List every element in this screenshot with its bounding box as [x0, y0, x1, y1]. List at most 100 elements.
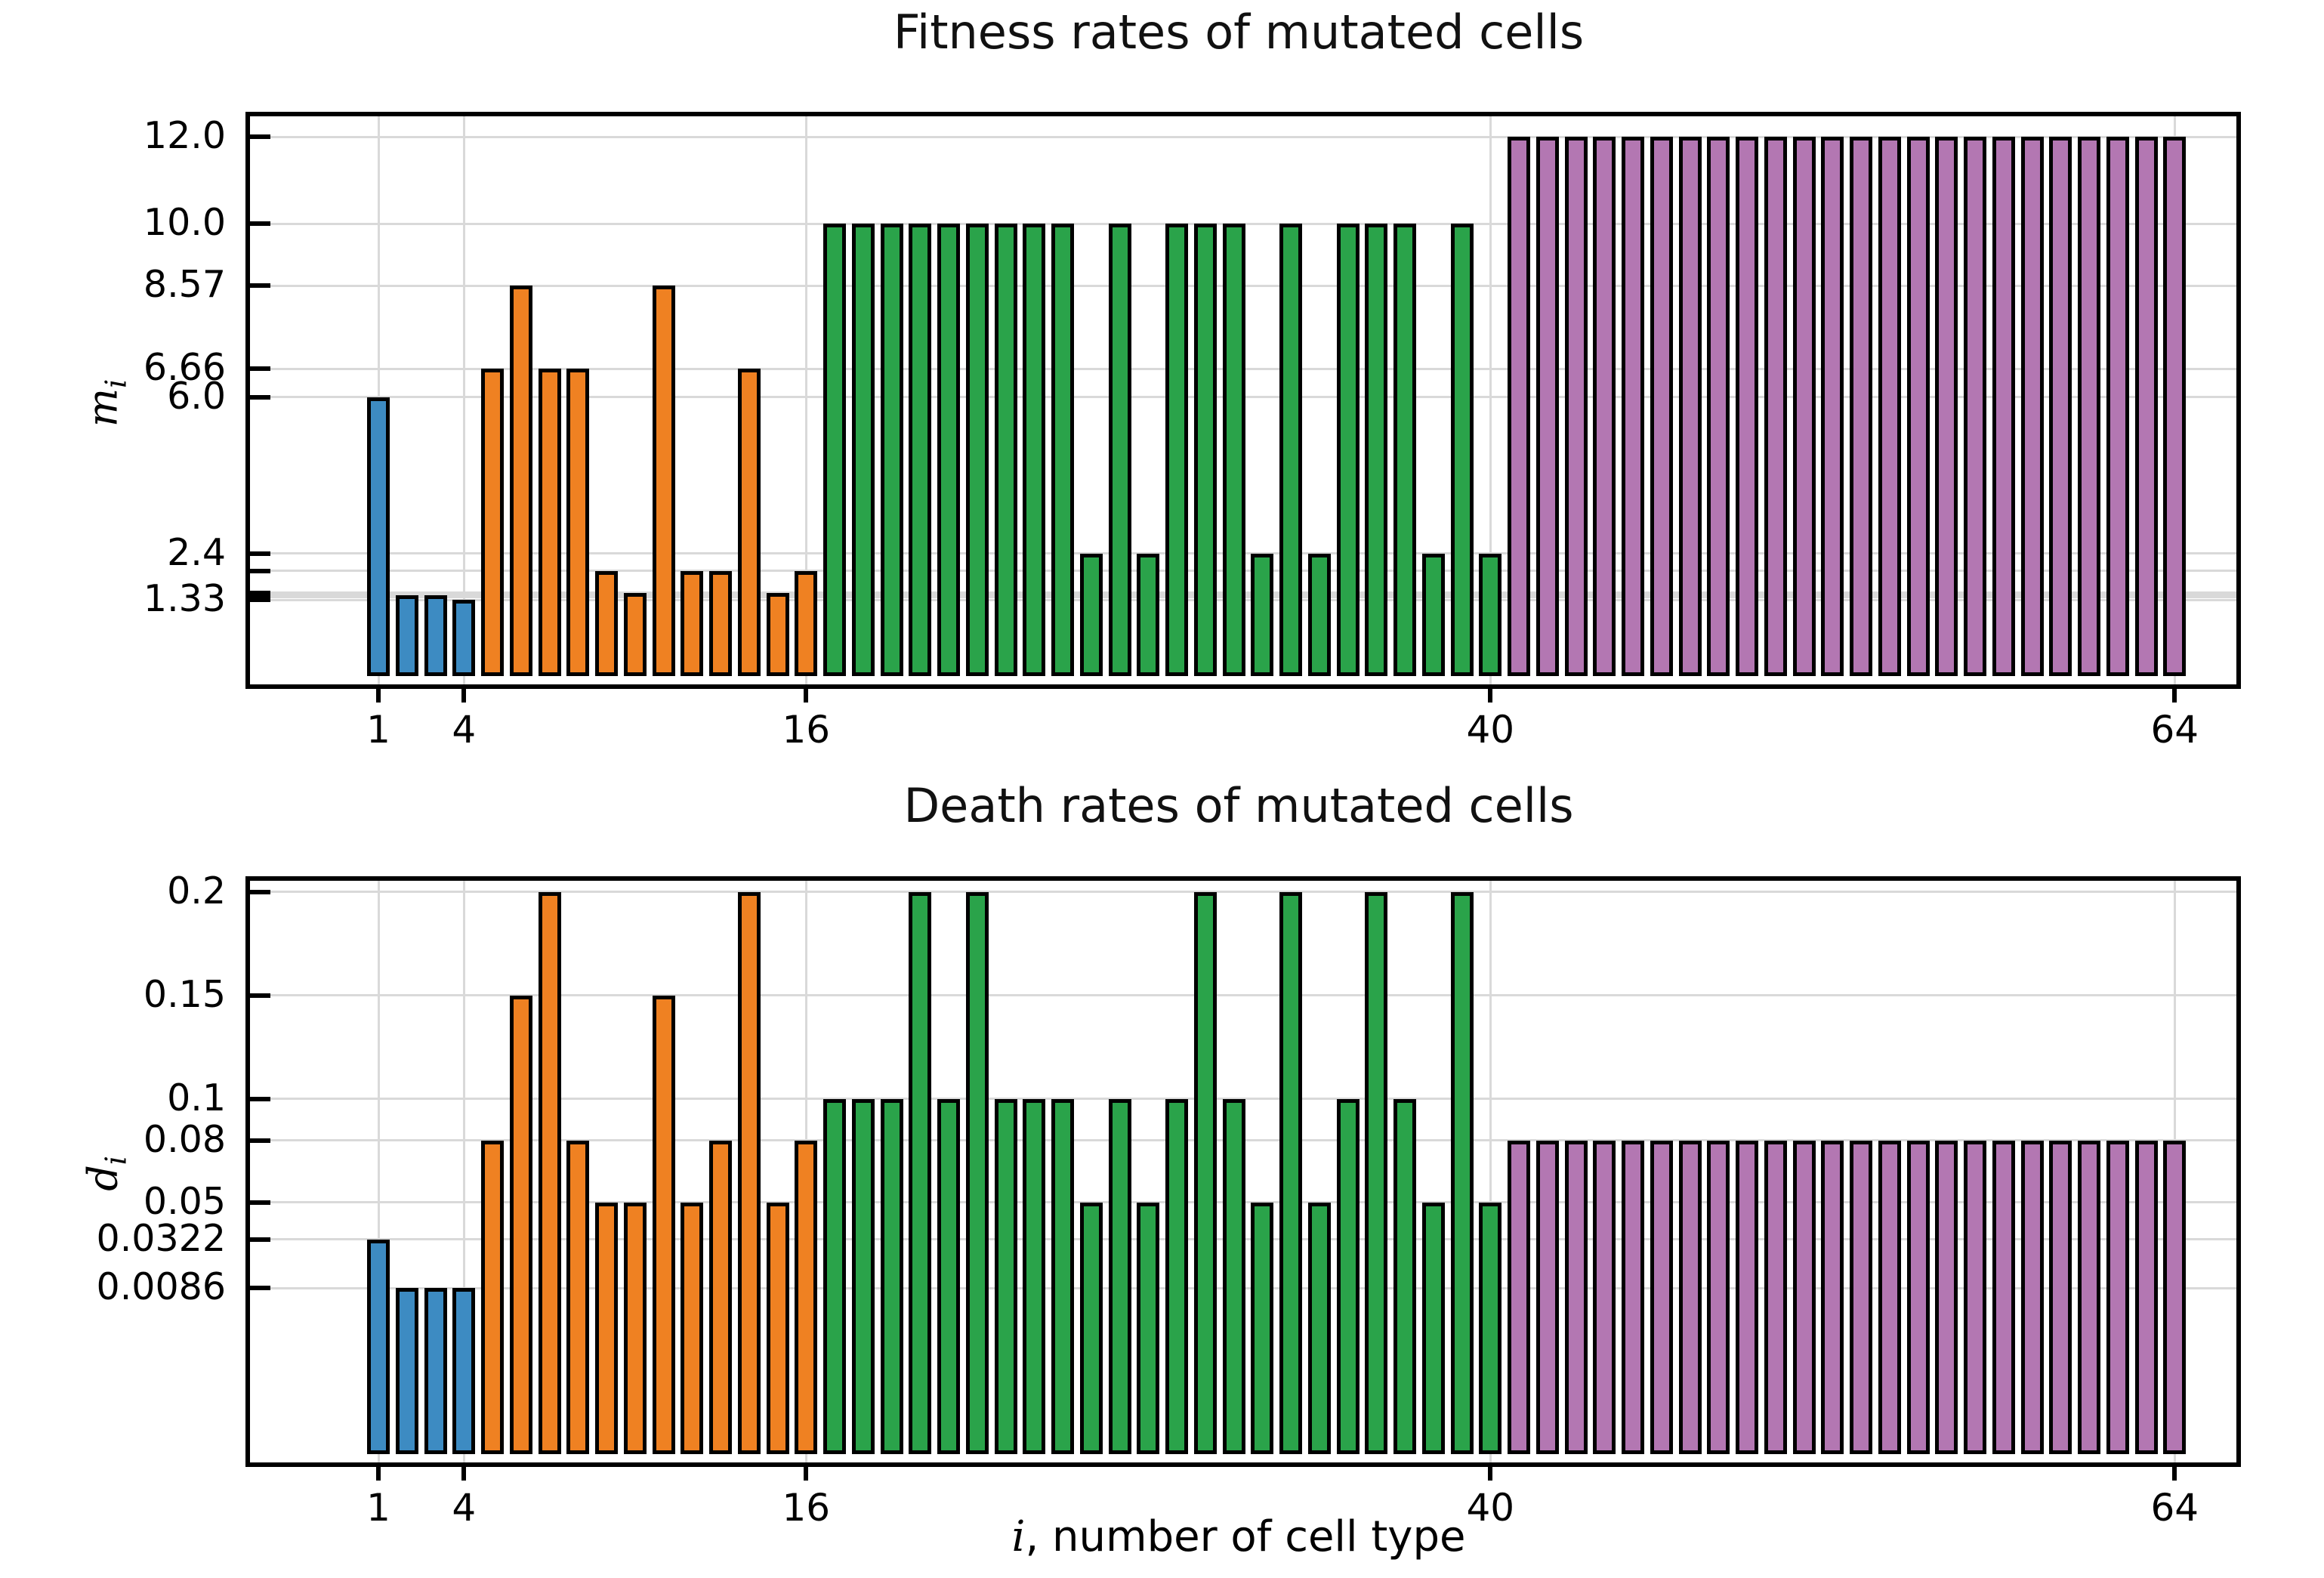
y-tick	[250, 394, 270, 400]
bar-i24	[1023, 1098, 1046, 1455]
bar-i9	[595, 570, 618, 677]
bar-i7	[538, 369, 561, 677]
y-tick	[250, 283, 270, 289]
bar-i60	[2049, 1140, 2072, 1455]
bar-i10	[623, 592, 647, 677]
bar-i6	[509, 286, 532, 677]
bar-i24	[1023, 224, 1046, 677]
x-gridline	[377, 881, 380, 1462]
bar-i61	[2078, 137, 2100, 677]
bar-i45	[1622, 1140, 1644, 1455]
x-tick	[376, 684, 381, 703]
bar-i19	[880, 1098, 903, 1455]
bar-i39	[1450, 891, 1474, 1455]
bar-i22	[965, 891, 989, 1455]
bar-i44	[1593, 137, 1616, 677]
bar-i52	[1821, 137, 1844, 677]
y-tick	[250, 568, 270, 573]
x-tick	[1488, 684, 1493, 703]
y-tick-label: 8.57	[143, 263, 226, 307]
bar-i20	[909, 224, 932, 677]
x-gridline	[1489, 881, 1492, 1462]
death-chart-title: Death rates of mutated cells	[903, 778, 1574, 833]
bar-i56	[1935, 1140, 1958, 1455]
bar-i46	[1650, 1140, 1673, 1455]
y-tick	[250, 221, 270, 226]
bar-i58	[1992, 137, 2015, 677]
y-gridline	[250, 994, 2236, 997]
bar-i31	[1222, 1098, 1245, 1455]
y-tick	[250, 1237, 270, 1242]
bar-i46	[1650, 137, 1673, 677]
bar-i42	[1535, 1140, 1559, 1455]
bar-i8	[566, 369, 590, 677]
x-tick-label: 64	[2150, 1486, 2199, 1530]
bar-i14	[737, 369, 761, 677]
x-tick-label: 64	[2150, 708, 2199, 752]
bar-i16	[795, 1140, 818, 1455]
bar-i15	[766, 1202, 789, 1455]
x-tick-label: 40	[1466, 708, 1515, 752]
bar-i41	[1508, 137, 1530, 677]
bar-i4	[452, 600, 476, 677]
bar-i37	[1393, 1098, 1416, 1455]
bar-i23	[994, 224, 1017, 677]
bar-i40	[1479, 553, 1502, 677]
bar-i59	[2020, 1140, 2044, 1455]
x-axis-label: i, number of cell type	[245, 1512, 2232, 1561]
bar-i27	[1108, 224, 1131, 677]
bar-i55	[1906, 1140, 1930, 1455]
bar-i4	[452, 1288, 476, 1455]
bar-i60	[2049, 137, 2072, 677]
fitness-plot-area: 12.0 10.0 8.57 6.66 6.0 2.4 1.33 1 4 16 40 64	[144, 112, 2241, 751]
bar-i51	[1792, 1140, 1816, 1455]
bar-i25	[1051, 224, 1074, 677]
x-tick	[804, 684, 809, 703]
bar-i61	[2078, 1140, 2100, 1455]
y-tick-label: 12.0	[143, 114, 226, 158]
y-tick	[250, 1286, 270, 1291]
bar-i31	[1222, 224, 1245, 677]
bar-i64	[2163, 1140, 2187, 1455]
bar-i18	[851, 1098, 875, 1455]
bar-i10	[623, 1202, 647, 1455]
bar-i43	[1564, 137, 1588, 677]
bar-i12	[681, 1202, 704, 1455]
bar-i43	[1564, 1140, 1588, 1455]
y-tick-label: 6.66	[143, 346, 226, 390]
bar-i21	[937, 1098, 960, 1455]
y-tick	[250, 1096, 270, 1101]
x-tick	[461, 1462, 467, 1481]
bar-i2	[395, 594, 418, 677]
bar-i28	[1137, 1202, 1160, 1455]
bar-i17	[823, 1098, 846, 1455]
y-tick-label: 1.33	[143, 577, 226, 621]
fitness-chart-title: Fitness rates of mutated cells	[893, 5, 1585, 60]
y-tick-label: 0.1	[167, 1076, 226, 1119]
bar-i62	[2106, 1140, 2129, 1455]
bar-i29	[1165, 224, 1188, 677]
bar-i35	[1336, 1098, 1360, 1455]
bar-i26	[1079, 1202, 1103, 1455]
bar-i49	[1736, 137, 1758, 677]
bar-i3	[424, 1288, 447, 1455]
bar-i32	[1251, 1202, 1274, 1455]
x-tick	[804, 1462, 809, 1481]
y-tick	[250, 598, 270, 603]
x-gridline	[804, 116, 807, 684]
y-tick-label: 0.0086	[96, 1265, 226, 1309]
bar-i19	[880, 224, 903, 677]
bar-i63	[2134, 137, 2158, 677]
bar-i17	[823, 224, 846, 677]
bar-i29	[1165, 1098, 1188, 1455]
bar-i2	[395, 1288, 418, 1455]
bar-i5	[481, 1140, 504, 1455]
bar-i64	[2163, 137, 2187, 677]
bar-i62	[2106, 137, 2129, 677]
bar-i21	[937, 224, 960, 677]
bar-i13	[709, 570, 732, 677]
bar-i52	[1821, 1140, 1844, 1455]
bar-i13	[709, 1140, 732, 1455]
bar-i11	[652, 995, 675, 1455]
